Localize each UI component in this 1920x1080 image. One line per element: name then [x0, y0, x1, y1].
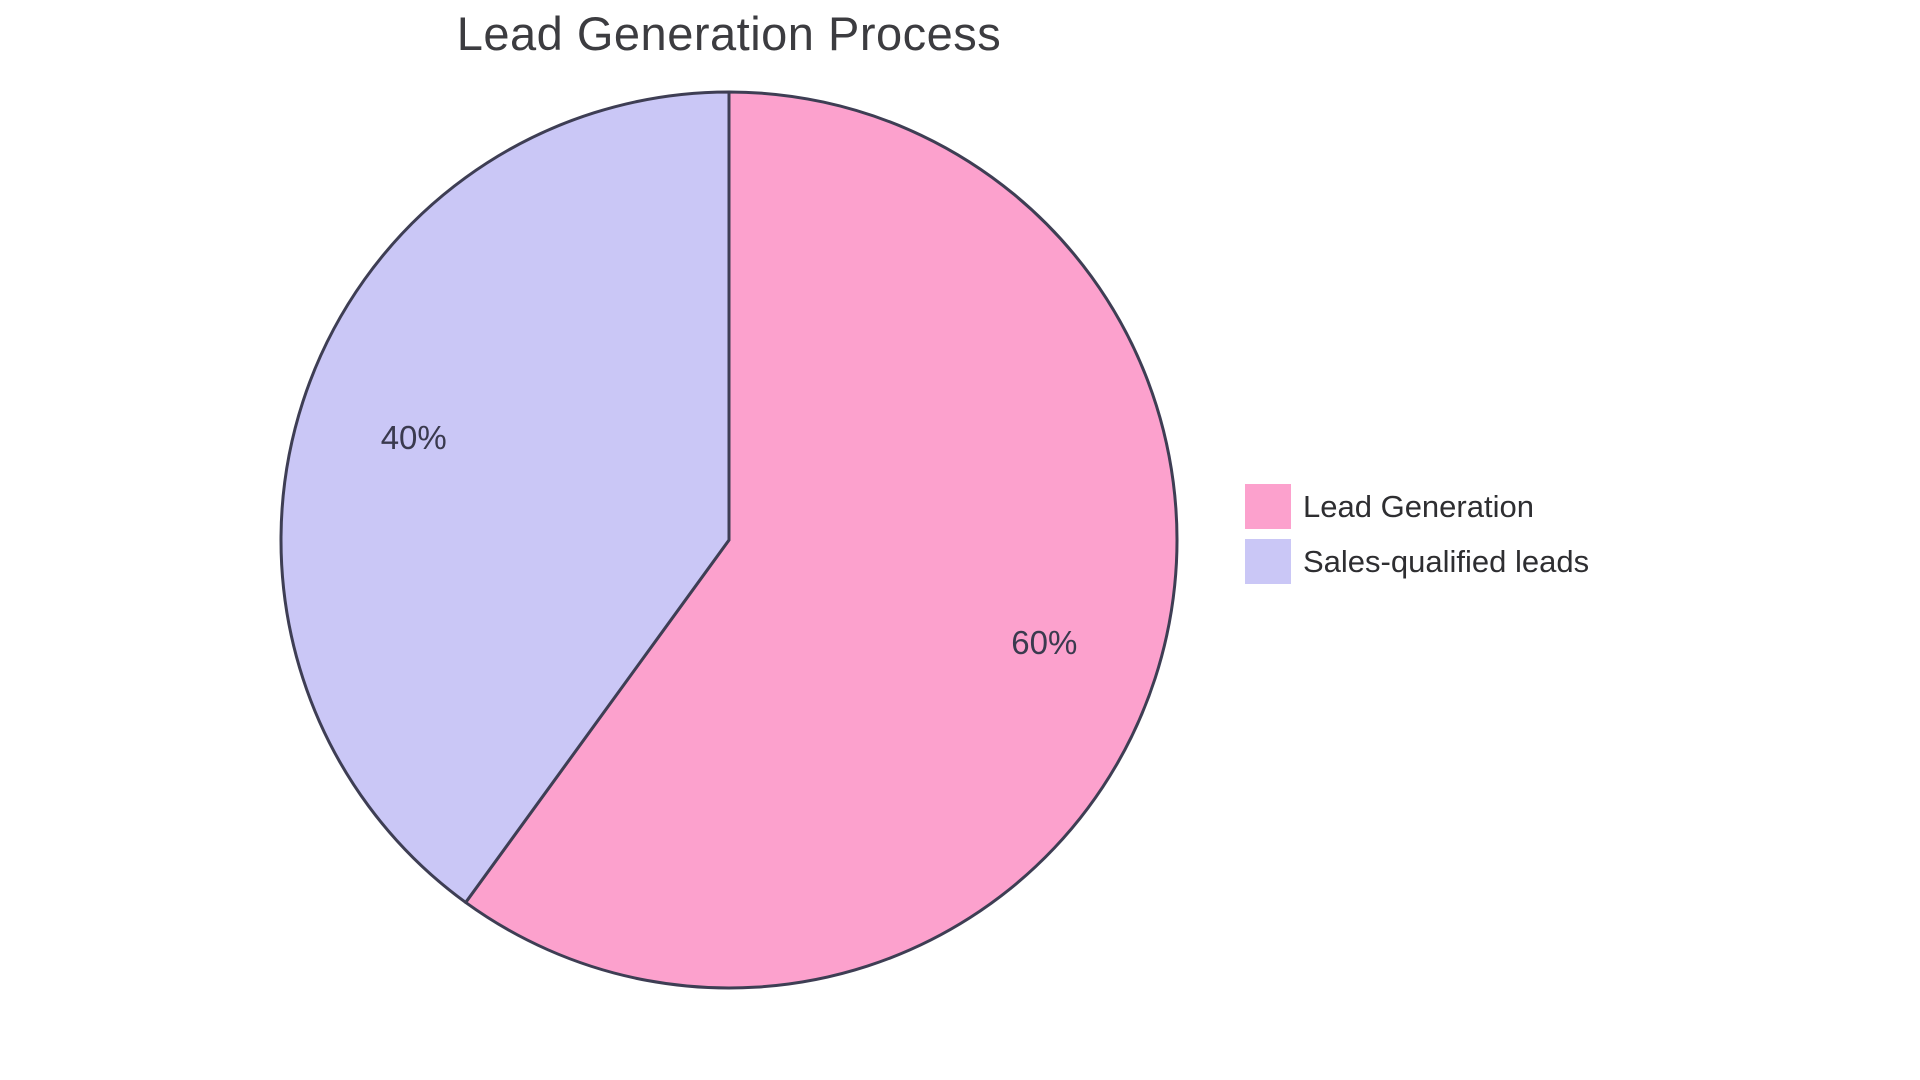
- legend-item-lead-generation[interactable]: Lead Generation: [1245, 484, 1589, 529]
- legend-swatch-lead-generation[interactable]: [1245, 484, 1291, 529]
- chart-title: Lead Generation Process: [456, 7, 1002, 60]
- legend-swatch-sales-qualified-leads[interactable]: [1245, 539, 1291, 584]
- slice-label-0: 60%: [1011, 624, 1077, 661]
- legend-item-sales-qualified-leads[interactable]: Sales-qualified leads: [1245, 539, 1589, 584]
- pie-slice-1[interactable]: [279, 90, 731, 904]
- pie-chart: 60% 40%: [279, 90, 1179, 990]
- legend-label-lead-generation: Lead Generation: [1303, 488, 1534, 524]
- legend-label-sales-qualified-leads: Sales-qualified leads: [1303, 543, 1590, 579]
- pie-slice-0[interactable]: [464, 90, 1179, 990]
- legend: Lead Generation Sales-qualified leads: [1245, 484, 1589, 584]
- slice-label-1: 40%: [381, 419, 447, 456]
